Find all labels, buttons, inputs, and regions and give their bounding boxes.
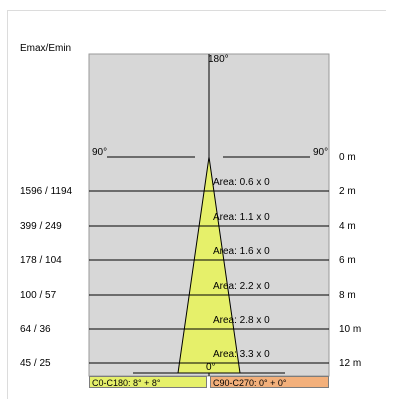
distance-label-12m: 12 m — [339, 358, 362, 369]
distance-label-6m: 6 m — [339, 255, 356, 266]
area-label-8m: Area: 2.2 x 0 — [213, 281, 270, 292]
distance-label-2m: 2 m — [339, 186, 356, 197]
distance-label-10m: 10 m — [339, 324, 362, 335]
distance-label-8m: 8 m — [339, 290, 356, 301]
frame-left-line — [7, 10, 8, 399]
distance-label-0m: 0 m — [339, 152, 356, 163]
legend-c90-c270: C90-C270: 0° + 0° — [210, 376, 329, 388]
ratio-label-2m: 1596 / 1194 — [20, 186, 73, 197]
emax-emin-title: Emax/Emin — [20, 43, 72, 54]
legend-c0-c180-label: C0-C180: 8° + 8° — [92, 378, 161, 388]
frame-top-line — [7, 10, 386, 11]
angle-top-label: 180° — [208, 54, 229, 65]
angle-right-label: 90° — [313, 147, 329, 158]
area-label-10m: Area: 2.8 x 0 — [213, 315, 270, 326]
ratio-label-10m: 64 / 36 — [20, 324, 51, 335]
area-label-2m: Area: 0.6 x 0 — [213, 177, 270, 188]
ratio-label-4m: 399 / 249 — [20, 221, 62, 232]
angle-left-label: 90° — [92, 147, 108, 158]
area-label-12m: Area: 3.3 x 0 — [213, 349, 270, 360]
ratio-label-6m: 178 / 104 — [20, 255, 62, 266]
legend-c0-c180: C0-C180: 8° + 8° — [89, 376, 207, 388]
distance-label-4m: 4 m — [339, 221, 356, 232]
angle-bottom-label: 0° — [206, 362, 216, 373]
area-label-6m: Area: 1.6 x 0 — [213, 246, 270, 257]
ratio-label-12m: 45 / 25 — [20, 358, 51, 369]
ratio-label-8m: 100 / 57 — [20, 290, 57, 301]
legend-c90-c270-label: C90-C270: 0° + 0° — [213, 378, 287, 388]
area-label-4m: Area: 1.1 x 0 — [213, 212, 270, 223]
